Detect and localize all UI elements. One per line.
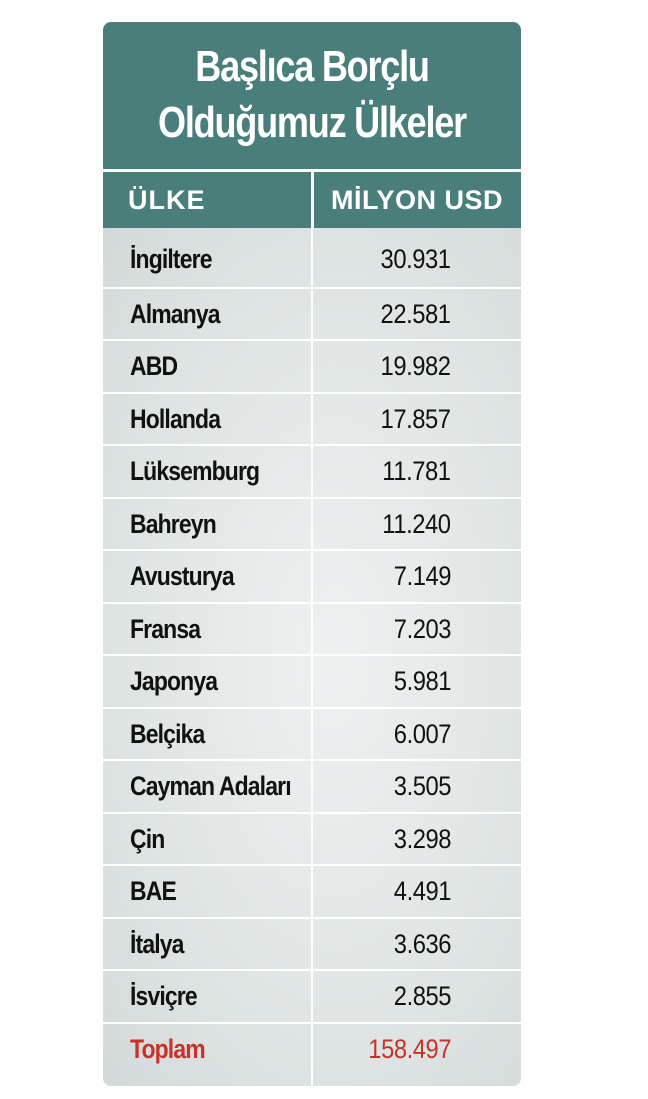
country-name: Belçika	[130, 719, 205, 749]
title-line-2: Olduğumuz Ülkeler	[158, 98, 467, 147]
country-name: İsviçre	[130, 981, 198, 1011]
country-name: Çin	[130, 824, 165, 854]
table-row: ABD 19.982	[103, 339, 521, 391]
debt-value: 22.581	[380, 299, 451, 329]
table-body: İngiltere 30.931 Almanya 22.581 ABD 19.982 Hol…	[103, 228, 521, 1086]
debt-value: 4.491	[393, 876, 452, 906]
total-label: Toplam	[130, 1034, 206, 1064]
table-row: İsviçre 2.855	[103, 969, 521, 1021]
table-row: Bahreyn 11.240	[103, 497, 521, 549]
table-row: Almanya 22.581	[103, 287, 521, 339]
table-row: BAE 4.491	[103, 864, 521, 916]
debt-value: 3.636	[393, 929, 452, 959]
country-name: Bahreyn	[130, 509, 217, 539]
debt-value: 7.149	[393, 561, 452, 591]
column-divider	[311, 228, 313, 1086]
debt-table-card: Başlıca Borçlu Olduğumuz Ülkeler ÜLKE Mİ…	[103, 22, 521, 1086]
table-row: Lüksemburg 11.781	[103, 444, 521, 496]
debt-value: 19.982	[380, 351, 451, 381]
country-name: Japonya	[130, 666, 218, 696]
country-name: Fransa	[130, 614, 201, 644]
country-name: Avusturya	[130, 561, 235, 591]
country-name: BAE	[130, 876, 177, 906]
header-country: ÜLKE	[128, 185, 206, 215]
country-name: İtalya	[130, 929, 184, 959]
debt-value: 3.298	[393, 824, 452, 854]
table-row: Hollanda 17.857	[103, 392, 521, 444]
table-row: İngiltere 30.931	[103, 234, 521, 286]
total-row: Toplam 158.497	[103, 1022, 521, 1074]
country-name: Almanya	[130, 299, 221, 329]
table-row: Belçika 6.007	[103, 707, 521, 759]
table-row: Çin 3.298	[103, 812, 521, 864]
debt-value: 2.855	[393, 981, 452, 1011]
debt-value: 6.007	[393, 719, 452, 749]
table-title: Başlıca Borçlu Olduğumuz Ülkeler	[103, 22, 521, 169]
header-value: MİLYON USD	[331, 185, 504, 215]
table-row: Cayman Adaları 3.505	[103, 759, 521, 811]
total-value: 158.497	[368, 1034, 451, 1064]
table-row: İtalya 3.636	[103, 917, 521, 969]
country-name: Cayman Adaları	[130, 771, 292, 801]
country-name: ABD	[130, 351, 178, 381]
country-name: İngiltere	[130, 244, 212, 274]
debt-value: 5.981	[393, 666, 452, 696]
title-line-1: Başlıca Borçlu	[195, 42, 430, 91]
country-name: Hollanda	[130, 404, 221, 434]
debt-value: 11.781	[382, 456, 452, 486]
table-row: Fransa 7.203	[103, 602, 521, 654]
table-row: Japonya 5.981	[103, 654, 521, 706]
country-name: Lüksemburg	[130, 456, 260, 486]
debt-value: 11.240	[382, 509, 452, 539]
debt-value: 7.203	[393, 614, 452, 644]
table-row: Avusturya 7.149	[103, 549, 521, 601]
debt-value: 17.857	[380, 404, 451, 434]
debt-value: 30.931	[380, 244, 451, 274]
header-divider	[311, 172, 314, 228]
debt-value: 3.505	[393, 771, 452, 801]
